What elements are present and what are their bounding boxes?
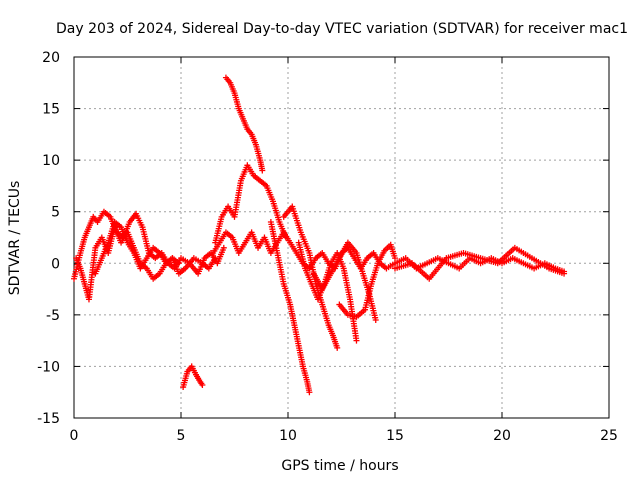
plot-frame [73, 56, 610, 419]
data-point [392, 255, 398, 262]
y-tick-label: -10 [37, 359, 60, 375]
series-arc-13 [392, 244, 568, 282]
x-tick-label: 0 [70, 428, 79, 444]
series-arc-6 [212, 162, 289, 246]
series-arc-11 [310, 239, 379, 324]
data-point [306, 389, 313, 396]
x-tick-label: 20 [493, 428, 511, 444]
data-point [334, 344, 341, 351]
series-arc-4 [180, 363, 206, 391]
grid-lines [74, 57, 609, 418]
series-arc-10 [295, 239, 360, 344]
data-points [71, 74, 568, 396]
series-arc-8 [267, 219, 313, 396]
data-point [372, 317, 379, 324]
series-arc-3 [92, 219, 182, 277]
y-tick-label: 10 [42, 153, 60, 169]
x-tick-label: 25 [600, 428, 618, 444]
y-tick-label: 0 [51, 256, 60, 272]
y-tick-label: 5 [51, 205, 60, 221]
data-point [220, 244, 227, 251]
y-tick-label: 20 [42, 50, 60, 66]
data-point [212, 255, 219, 262]
x-tick-label: 5 [177, 428, 186, 444]
data-point [199, 381, 206, 388]
y-axis: -15 -10 -5 0 5 10 15 20 [37, 50, 609, 427]
y-tick-label: -15 [37, 411, 60, 427]
x-axis-label: GPS time / hours [281, 458, 398, 474]
series-arc-5 [222, 74, 266, 174]
series-arc-12 [336, 241, 398, 320]
chart-title: Day 203 of 2024, Sidereal Day-to-day VTE… [56, 21, 628, 37]
data-point [353, 337, 360, 344]
y-axis-label: SDTVAR / TECUs [7, 181, 23, 296]
x-axis: 0 5 10 15 20 25 [70, 57, 618, 444]
data-point [175, 260, 182, 267]
y-tick-label: 15 [42, 102, 60, 118]
data-point [259, 167, 266, 174]
x-tick-label: 15 [386, 428, 404, 444]
y-tick-label: -5 [46, 308, 60, 324]
data-point [561, 270, 568, 277]
x-tick-label: 10 [279, 428, 297, 444]
